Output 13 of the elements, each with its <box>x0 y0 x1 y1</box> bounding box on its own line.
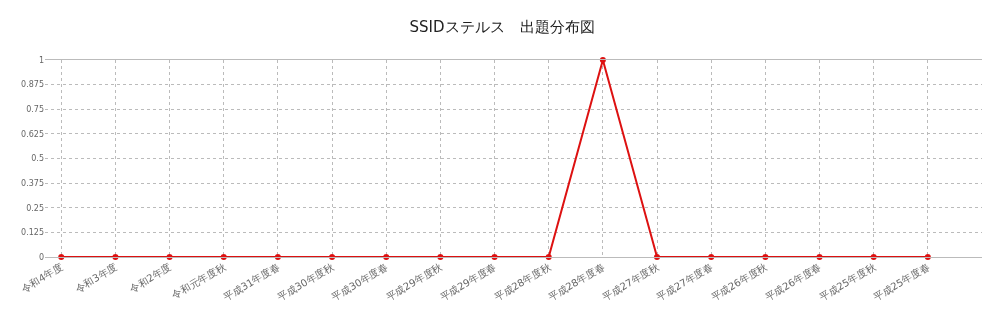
y-tick-label: 0.5 <box>31 154 44 164</box>
y-tick-label: 0 <box>38 252 44 262</box>
y-tick-label: 0.25 <box>26 203 44 213</box>
x-tick-label: 令和2年度 <box>127 261 174 295</box>
y-tick-label: 0.75 <box>26 105 44 115</box>
chart-title: SSIDステルス 出題分布図 <box>409 18 595 37</box>
y-tick-label: 0.125 <box>21 228 44 238</box>
x-tick-label: 令和4年度 <box>19 261 65 295</box>
y-tick-label: 0.625 <box>21 129 44 139</box>
y-tick-label: 0.375 <box>21 178 44 188</box>
x-tick-label: 令和3年度 <box>73 261 119 295</box>
y-tick-label: 0.875 <box>21 80 44 90</box>
y-tick-label: 1 <box>38 55 44 65</box>
